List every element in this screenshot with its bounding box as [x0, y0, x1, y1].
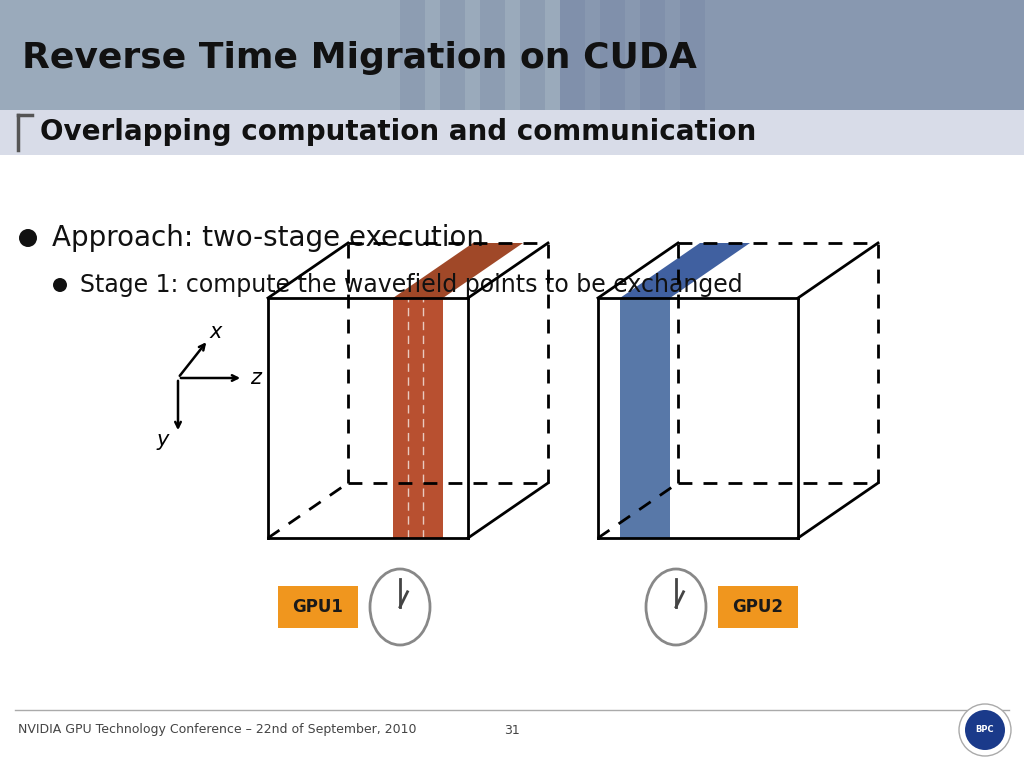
Bar [480, 0, 505, 110]
Text: Stage 1: compute the wavefield points to be exchanged: Stage 1: compute the wavefield points to… [80, 273, 742, 297]
Bar [0, 110, 1024, 155]
Bar [440, 0, 465, 110]
Bar [718, 586, 798, 628]
Ellipse shape [646, 569, 706, 645]
Bar [0, 110, 1024, 768]
Text: GPU1: GPU1 [293, 598, 343, 616]
Bar [560, 0, 585, 110]
Polygon shape [620, 243, 750, 298]
Text: x: x [210, 322, 222, 342]
Circle shape [19, 229, 37, 247]
Ellipse shape [370, 569, 430, 645]
Text: y: y [157, 430, 169, 450]
Text: Approach: two-stage execution: Approach: two-stage execution [52, 224, 484, 252]
Bar [0, 0, 560, 110]
Text: Overlapping computation and communication: Overlapping computation and communicatio… [40, 118, 757, 146]
Polygon shape [393, 243, 523, 298]
Bar [600, 0, 625, 110]
Text: 31: 31 [504, 723, 520, 737]
Bar [278, 586, 358, 628]
Ellipse shape [965, 710, 1005, 750]
Bar [400, 0, 425, 110]
Circle shape [53, 278, 67, 292]
Bar [520, 0, 545, 110]
Text: Reverse Time Migration on CUDA: Reverse Time Migration on CUDA [22, 41, 697, 75]
Bar [0, 0, 1024, 110]
Text: z: z [251, 368, 261, 388]
Ellipse shape [959, 704, 1011, 756]
Polygon shape [620, 298, 670, 538]
Text: GPU2: GPU2 [732, 598, 783, 616]
Bar [640, 0, 665, 110]
Polygon shape [393, 298, 443, 538]
Text: BPC: BPC [976, 726, 994, 734]
Text: NVIDIA GPU Technology Conference – 22nd of September, 2010: NVIDIA GPU Technology Conference – 22nd … [18, 723, 417, 737]
Bar [680, 0, 705, 110]
